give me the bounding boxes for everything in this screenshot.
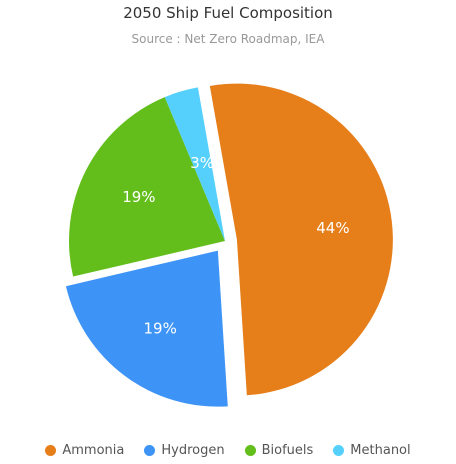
pie-slice-hydrogen[interactable] [65, 250, 228, 407]
legend-label-methanol: Methanol [350, 443, 411, 458]
legend-label-ammonia: Ammonia [62, 443, 125, 458]
legend-marker-ammonia [45, 445, 57, 456]
data-label-ammonia: 44% [316, 219, 349, 237]
legend-label-biofuels: Biofuels [261, 443, 314, 458]
legend-item-ammonia[interactable]: Ammonia [45, 443, 124, 458]
chart-subtitle: Source : Net Zero Roadmap, IEA [131, 32, 325, 46]
legend-item-methanol[interactable]: Methanol [333, 443, 411, 458]
pie-slice-ammonia[interactable] [209, 83, 393, 396]
data-label-biofuels: 19% [122, 188, 155, 206]
data-label-methanol: 3% [190, 154, 214, 172]
legend-item-hydrogen[interactable]: Hydrogen [144, 443, 225, 458]
legend: Ammonia Hydrogen Biofuels Methanol [0, 443, 456, 458]
legend-marker-methanol [333, 445, 345, 456]
legend-item-biofuels[interactable]: Biofuels [244, 443, 314, 458]
chart-title: 2050 Ship Fuel Composition [123, 4, 333, 22]
legend-label-hydrogen: Hydrogen [161, 443, 225, 458]
legend-marker-biofuels [244, 445, 256, 456]
data-label-hydrogen: 19% [144, 319, 177, 337]
legend-marker-hydrogen [144, 445, 156, 456]
pie-slice-biofuels[interactable] [69, 97, 225, 277]
pie-slice-methanol[interactable] [164, 87, 225, 242]
